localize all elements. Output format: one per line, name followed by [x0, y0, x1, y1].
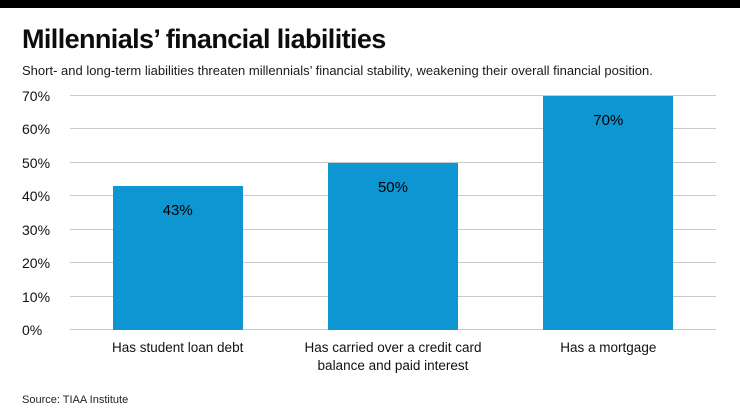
- gridline: [70, 128, 716, 130]
- gridline: [70, 161, 716, 163]
- plot-area: 43% 50% 70%: [70, 95, 716, 330]
- y-tick-label: 20%: [22, 255, 51, 272]
- y-tick-label: 70%: [22, 88, 51, 104]
- x-axis-category-label: Has student loan debt: [70, 339, 285, 375]
- chart-body: 0% 10% 20% 30% 40% 50% 60% 70% 43% 50% 70%: [22, 88, 716, 338]
- x-axis-category-label-text: Has a mortgage: [560, 340, 657, 355]
- y-axis-labels: 0% 10% 20% 30% 40% 50% 60% 70%: [22, 88, 70, 338]
- x-axis-category-label-text: Has student loan debt: [111, 340, 244, 355]
- y-tick-label: 0%: [22, 322, 43, 338]
- page-subtitle: Short- and long-term liabilities threate…: [22, 63, 653, 78]
- bar-chart: 0% 10% 20% 30% 40% 50% 60% 70% 43% 50% 70% Has st…: [22, 88, 716, 375]
- bar: 43%: [112, 186, 243, 330]
- y-tick-label: 30%: [22, 221, 51, 238]
- y-tick-label: 10%: [22, 288, 51, 305]
- bar-value-label: 70%: [593, 112, 624, 129]
- page-content: Millennials’ financial liabilities Short…: [0, 8, 740, 375]
- bar-value-label: 43%: [162, 202, 193, 220]
- y-tick-label: 60%: [22, 121, 51, 138]
- page-title: Millennials’ financial liabilities: [22, 24, 386, 54]
- x-axis-labels: Has student loan debt Has carried over a …: [70, 339, 716, 375]
- x-axis-category-label-text: Has carried over a credit card balance a…: [304, 340, 482, 374]
- bar-column: 50%: [285, 96, 500, 330]
- x-axis-category-label: Has carried over a credit card balance a…: [285, 339, 500, 375]
- bar-value-label: 50%: [377, 178, 408, 196]
- bar-column: 70%: [501, 96, 716, 330]
- bar: 50%: [327, 162, 458, 330]
- y-tick-label: 50%: [22, 154, 51, 171]
- top-black-strip: [0, 0, 740, 8]
- gridline: [70, 95, 716, 96]
- bars-row: 43% 50% 70%: [70, 96, 716, 330]
- bar-column: 43%: [70, 96, 285, 330]
- x-axis-category-label: Has a mortgage: [501, 339, 716, 375]
- bar: 70%: [543, 96, 674, 330]
- source-note: Source: TIAA Institute: [22, 394, 129, 406]
- y-tick-label: 40%: [22, 188, 51, 205]
